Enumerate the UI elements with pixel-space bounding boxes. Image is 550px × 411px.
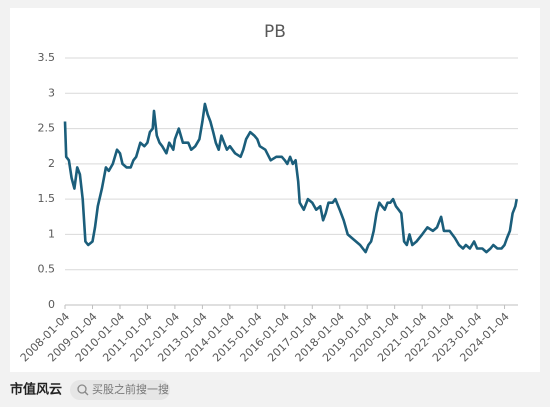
search-text: 买股之前搜一搜 bbox=[92, 382, 169, 396]
chart-card bbox=[10, 8, 540, 372]
y-tick-label: 1.5 bbox=[38, 192, 56, 205]
y-tick-label: 0 bbox=[48, 298, 55, 311]
y-tick-label: 2 bbox=[48, 157, 55, 170]
chart-title: PB bbox=[264, 22, 286, 42]
y-tick-label: 0.5 bbox=[38, 263, 56, 276]
y-tick-label: 2.5 bbox=[38, 122, 56, 135]
search-icon bbox=[77, 384, 87, 394]
y-tick-label: 3 bbox=[48, 86, 55, 99]
series-line bbox=[63, 102, 518, 254]
search-icon bbox=[84, 391, 89, 396]
search-box[interactable] bbox=[70, 380, 170, 400]
y-tick-label: 3.5 bbox=[38, 51, 56, 64]
y-tick-label: 1 bbox=[48, 227, 55, 240]
logo: 市值风云 bbox=[10, 382, 62, 398]
